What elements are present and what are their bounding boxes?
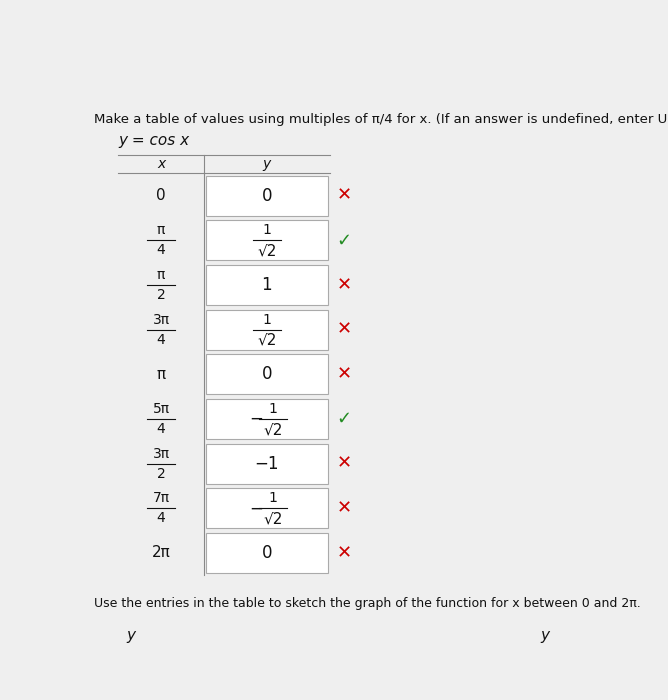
Text: Use the entries in the table to sketch the graph of the function for x between 0: Use the entries in the table to sketch t… <box>94 597 641 610</box>
Bar <box>206 533 327 573</box>
Text: 0: 0 <box>262 187 272 204</box>
Text: ✓: ✓ <box>336 231 351 249</box>
Text: ✕: ✕ <box>336 499 351 517</box>
Text: 1: 1 <box>263 312 271 326</box>
Text: 0: 0 <box>156 188 166 203</box>
Text: ✕: ✕ <box>336 276 351 294</box>
Bar <box>206 220 327 260</box>
Text: π: π <box>156 367 166 382</box>
Text: ✕: ✕ <box>336 365 351 384</box>
Text: ✕: ✕ <box>336 187 351 204</box>
Text: 7π: 7π <box>152 491 170 505</box>
Text: ✓: ✓ <box>336 410 351 428</box>
Text: π: π <box>157 268 165 282</box>
Text: √2: √2 <box>257 244 277 258</box>
Text: −: − <box>249 499 263 517</box>
Text: 4: 4 <box>156 511 166 525</box>
Text: 0: 0 <box>262 365 272 384</box>
Text: y: y <box>126 628 135 643</box>
Bar <box>206 176 327 216</box>
Bar <box>206 399 327 439</box>
Text: 4: 4 <box>156 244 166 258</box>
Text: 1: 1 <box>261 276 272 294</box>
Text: ✕: ✕ <box>336 544 351 562</box>
Bar <box>206 354 327 394</box>
Text: y = cos x: y = cos x <box>118 133 190 148</box>
Text: √2: √2 <box>257 332 277 348</box>
Text: ✕: ✕ <box>336 454 351 472</box>
Bar <box>206 265 327 305</box>
Text: 1: 1 <box>263 223 271 237</box>
Text: Make a table of values using multiples of π/4 for x. (If an answer is undefined,: Make a table of values using multiples o… <box>94 113 668 126</box>
Text: 1: 1 <box>269 402 277 416</box>
Text: 5π: 5π <box>152 402 170 416</box>
Bar <box>206 489 327 528</box>
Text: 1: 1 <box>269 491 277 505</box>
Text: π: π <box>157 223 165 237</box>
Text: y: y <box>263 157 271 171</box>
Text: 2: 2 <box>156 288 166 302</box>
Bar <box>206 444 327 484</box>
Text: √2: √2 <box>263 422 283 437</box>
Text: √2: √2 <box>263 511 283 526</box>
Text: 4: 4 <box>156 332 166 346</box>
Text: 4: 4 <box>156 422 166 436</box>
Text: 0: 0 <box>262 544 272 562</box>
Text: −: − <box>249 410 263 428</box>
Text: 2: 2 <box>156 467 166 481</box>
Text: −1: −1 <box>255 454 279 472</box>
Text: 3π: 3π <box>152 447 170 461</box>
Text: y: y <box>541 628 550 643</box>
Text: ✕: ✕ <box>336 321 351 339</box>
Text: 2π: 2π <box>152 545 170 561</box>
Bar <box>206 309 327 350</box>
Text: x: x <box>157 157 165 171</box>
Text: 3π: 3π <box>152 312 170 326</box>
